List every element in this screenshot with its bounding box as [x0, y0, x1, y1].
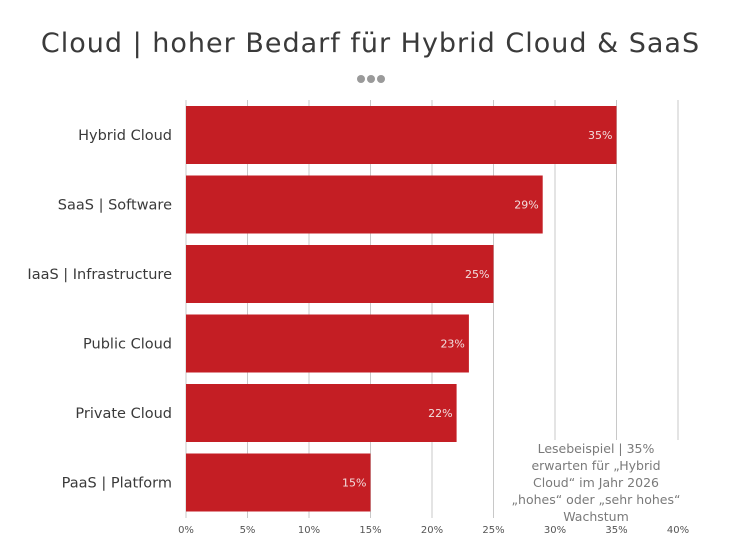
more-options-icon[interactable] — [0, 70, 741, 88]
x-tick-label: 20% — [421, 525, 443, 536]
x-tick-label: 0% — [178, 525, 194, 536]
x-tick-label: 25% — [482, 525, 504, 536]
bar-value-label: 15% — [342, 477, 366, 490]
x-tick-label: 35% — [605, 525, 627, 536]
bar-value-label: 25% — [465, 268, 489, 281]
dot-1 — [356, 75, 365, 83]
bar-value-label: 29% — [514, 199, 538, 212]
bar-value-label: 22% — [428, 407, 452, 420]
bar-5 — [186, 453, 371, 512]
category-label: Private Cloud — [75, 406, 172, 422]
x-tick-label: 5% — [240, 525, 256, 536]
dot-3 — [376, 75, 385, 83]
bar-value-label: 35% — [588, 129, 612, 142]
bar-1 — [186, 175, 543, 234]
reading-example-note: Lesebeispiel | 35% erwarten für „Hybrid … — [511, 440, 681, 525]
category-label: Hybrid Cloud — [78, 128, 172, 144]
x-tick-label: 10% — [298, 525, 320, 536]
dot-2 — [366, 75, 375, 83]
bar-0 — [186, 106, 617, 164]
bar-3 — [186, 314, 469, 373]
bar-value-label: 23% — [440, 338, 464, 351]
category-label: Public Cloud — [83, 337, 172, 353]
x-tick-label: 40% — [667, 525, 689, 536]
bar-4 — [186, 384, 457, 442]
x-tick-label: 30% — [544, 525, 566, 536]
x-tick-label: 15% — [359, 525, 381, 536]
category-label: PaaS | Platform — [62, 476, 172, 492]
category-label: IaaS | Infrastructure — [27, 267, 172, 283]
chart-title: Cloud | hoher Bedarf für Hybrid Cloud & … — [40, 28, 701, 59]
bar-2 — [186, 245, 494, 303]
category-label: SaaS | Software — [58, 198, 172, 214]
